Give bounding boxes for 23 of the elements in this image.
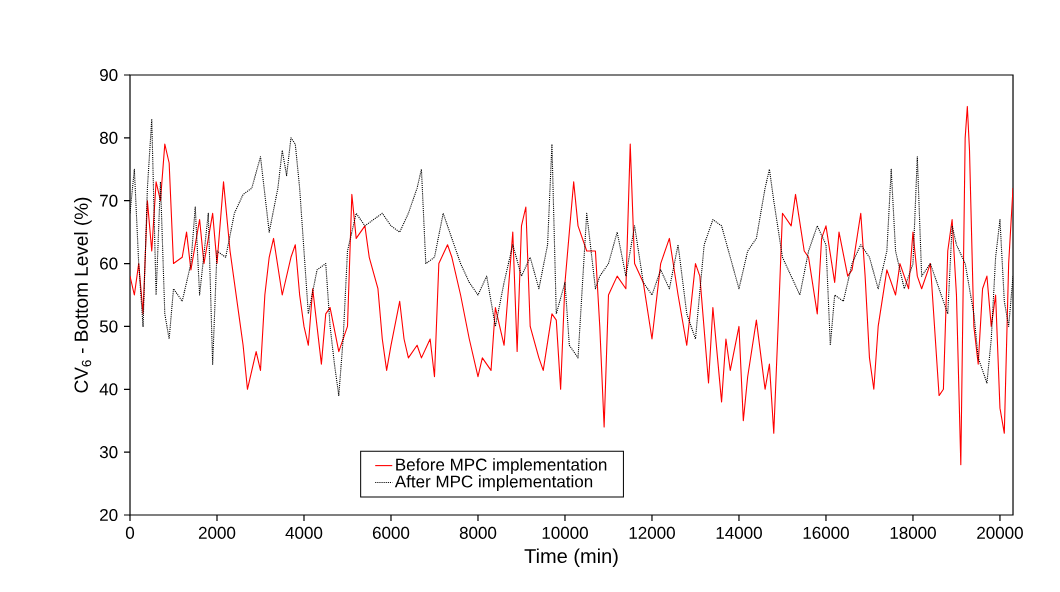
x-tick-label: 6000 <box>372 526 410 539</box>
x-tick-label: 4000 <box>285 526 323 539</box>
y-tick-label: 90 <box>100 68 118 82</box>
y-axis-title: CV$_{6}$ - Bottom Level (%) <box>73 197 92 393</box>
x-tick-label: 12000 <box>629 526 675 539</box>
y-tick-label: 80 <box>99 131 118 144</box>
x-tick-label: 8000 <box>459 526 497 539</box>
x-tick-label: 14000 <box>716 526 762 539</box>
x-axis-title: Time (min) <box>524 548 618 568</box>
x-tick-label: 20000 <box>977 526 1023 539</box>
x-tick-label: 10000 <box>542 526 588 539</box>
y-tick-label: 60 <box>100 257 118 270</box>
y-tick-label: 50 <box>99 320 118 333</box>
legend-label: After MPC implementation <box>394 475 593 491</box>
x-tick-label: 0 <box>125 526 135 539</box>
y-tick-label: 20 <box>100 508 118 522</box>
y-tick-label: 70 <box>100 194 118 207</box>
x-tick-label: 16000 <box>803 526 849 539</box>
y-tick-label: 30 <box>99 446 118 459</box>
x-tick-label: 2000 <box>198 526 236 539</box>
y-tick-label: 40 <box>99 383 118 396</box>
legend-label: Before MPC implementation <box>396 458 607 475</box>
x-tick-label: 18000 <box>890 526 936 539</box>
